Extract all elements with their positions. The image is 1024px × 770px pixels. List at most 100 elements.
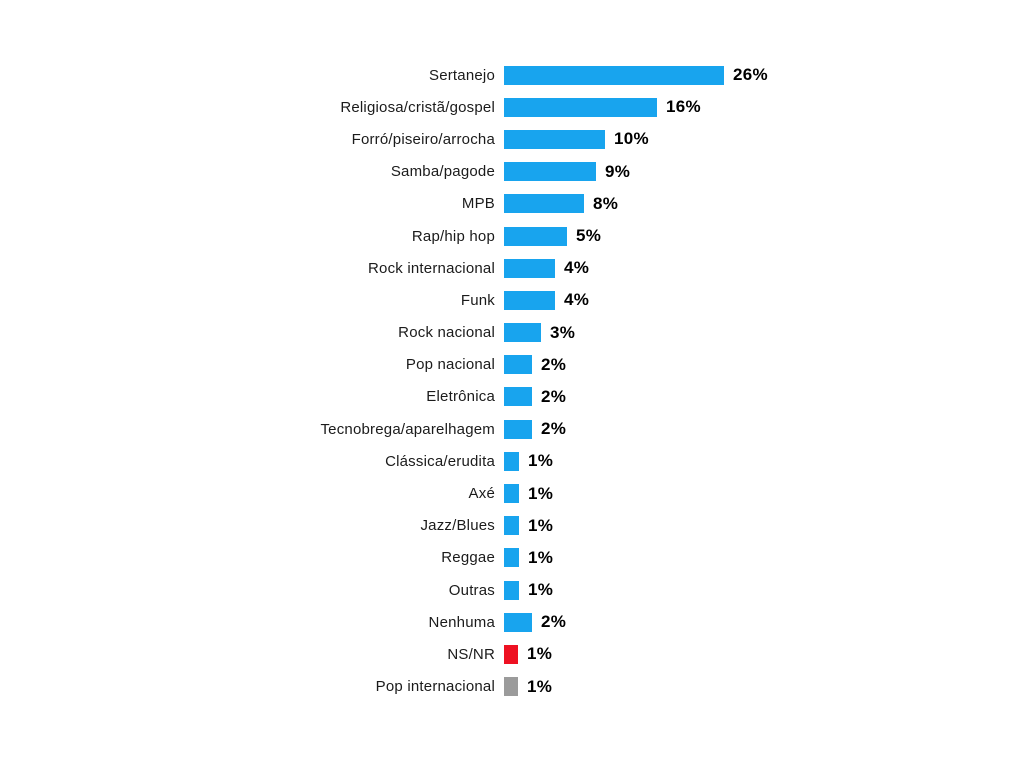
category-label: Forró/piseiro/arrocha — [351, 130, 495, 148]
bar-area: 10% — [504, 129, 649, 149]
bar — [504, 194, 584, 214]
chart-row: Pop internacional 1% — [0, 671, 1024, 703]
bar-area: 2% — [504, 419, 566, 439]
value-label: 1% — [528, 483, 554, 503]
bar — [504, 258, 555, 278]
category-label: Pop internacional — [375, 678, 495, 696]
value-label: 2% — [541, 612, 567, 632]
value-label: 1% — [528, 580, 554, 600]
bar-area: 8% — [504, 194, 618, 214]
category-label: Funk — [460, 291, 495, 309]
category-label: Reggae — [441, 549, 495, 567]
chart-row: Outras 1% — [0, 574, 1024, 606]
value-label: 5% — [576, 226, 602, 246]
bar-area: 2% — [504, 387, 566, 407]
bar-area: 3% — [504, 323, 575, 343]
value-label: 1% — [528, 451, 554, 471]
bar — [504, 548, 519, 568]
bar — [504, 644, 518, 664]
bar — [504, 162, 596, 182]
bar-area: 16% — [504, 97, 701, 117]
chart-row: Funk 4% — [0, 284, 1024, 316]
bar — [504, 97, 657, 117]
bar-area: 1% — [504, 484, 553, 504]
chart-row: Eletrônica 2% — [0, 381, 1024, 413]
chart-row: Tecnobrega/aparelhagem 2% — [0, 413, 1024, 445]
chart-row: Jazz/Blues 1% — [0, 510, 1024, 542]
bar-area: 1% — [504, 548, 553, 568]
value-label: 16% — [666, 97, 701, 117]
category-label: Nenhuma — [428, 613, 495, 631]
bar-area: 2% — [504, 612, 566, 632]
category-label: Tecnobrega/aparelhagem — [320, 420, 495, 438]
chart-row: Axé 1% — [0, 477, 1024, 509]
chart-row: Religiosa/cristã/gospel 16% — [0, 91, 1024, 123]
value-label: 2% — [541, 354, 567, 374]
bar — [504, 484, 519, 504]
category-label: Rap/hip hop — [411, 227, 495, 245]
chart-row: Rap/hip hop 5% — [0, 220, 1024, 252]
bar-area: 2% — [504, 355, 566, 375]
bar-chart: Sertanejo 26% Religiosa/cristã/gospel 16… — [0, 59, 1024, 703]
value-label: 10% — [614, 129, 649, 149]
bar-area: 1% — [504, 677, 552, 697]
bar — [504, 580, 519, 600]
bar — [504, 612, 532, 632]
chart-row: Sertanejo 26% — [0, 59, 1024, 91]
value-label: 1% — [528, 515, 554, 535]
value-label: 4% — [564, 290, 590, 310]
category-label: NS/NR — [447, 645, 495, 663]
category-label: Outras — [448, 581, 495, 599]
chart-row: MPB 8% — [0, 188, 1024, 220]
bar-area: 4% — [504, 290, 589, 310]
chart-row: Pop nacional 2% — [0, 349, 1024, 381]
category-label: Samba/pagode — [390, 163, 495, 181]
category-label: Axé — [468, 485, 495, 503]
value-label: 3% — [550, 322, 576, 342]
bar — [504, 355, 532, 375]
value-label: 8% — [593, 193, 619, 213]
value-label: 2% — [541, 386, 567, 406]
value-label: 1% — [527, 676, 553, 696]
chart-row: Reggae 1% — [0, 542, 1024, 574]
category-label: Clássica/erudita — [385, 452, 495, 470]
bar — [504, 516, 519, 536]
value-label: 26% — [733, 65, 768, 85]
category-label: Sertanejo — [428, 66, 495, 84]
bar-area: 1% — [504, 516, 553, 536]
category-label: MPB — [461, 195, 495, 213]
bar — [504, 419, 532, 439]
bar — [504, 226, 567, 246]
bar — [504, 451, 519, 471]
bar — [504, 323, 541, 343]
chart-row: Nenhuma 2% — [0, 606, 1024, 638]
bar — [504, 129, 605, 149]
bar-area: 9% — [504, 162, 630, 182]
value-label: 2% — [541, 419, 567, 439]
bar-area: 1% — [504, 451, 553, 471]
category-label: Religiosa/cristã/gospel — [340, 98, 495, 116]
category-label: Rock nacional — [398, 324, 495, 342]
bar-area: 4% — [504, 258, 589, 278]
category-label: Jazz/Blues — [420, 517, 495, 535]
value-label: 1% — [528, 547, 554, 567]
value-label: 9% — [605, 161, 631, 181]
bar — [504, 387, 532, 407]
bar — [504, 290, 555, 310]
chart-row: Samba/pagode 9% — [0, 156, 1024, 188]
bar-area: 1% — [504, 644, 552, 664]
bar-area: 5% — [504, 226, 601, 246]
chart-row: Rock internacional 4% — [0, 252, 1024, 284]
chart-row: Forró/piseiro/arrocha 10% — [0, 123, 1024, 155]
bar — [504, 677, 518, 697]
chart-row: NS/NR 1% — [0, 638, 1024, 670]
bar — [504, 65, 724, 85]
chart-row: Rock nacional 3% — [0, 317, 1024, 349]
value-label: 4% — [564, 258, 590, 278]
category-label: Eletrônica — [426, 388, 495, 406]
value-label: 1% — [527, 644, 553, 664]
category-label: Pop nacional — [405, 356, 495, 374]
bar-area: 26% — [504, 65, 768, 85]
category-label: Rock internacional — [368, 259, 495, 277]
